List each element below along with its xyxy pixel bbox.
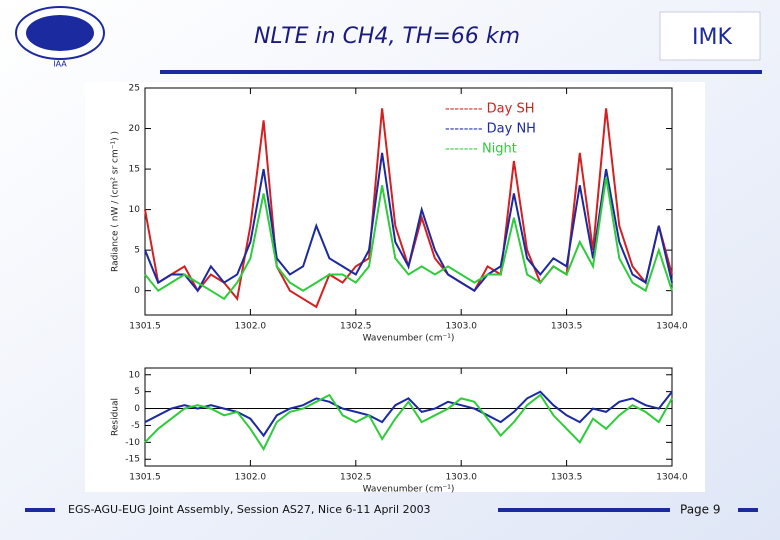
- plot-frame: [144, 87, 673, 316]
- x-tick-label: 1302.5: [340, 473, 372, 483]
- y-tick-label: 0: [134, 286, 140, 296]
- y-tick-label: -5: [131, 421, 140, 431]
- y-tick-label: -10: [125, 438, 140, 448]
- footer-rule: [25, 508, 55, 512]
- x-tick-label: 1301.5: [129, 322, 161, 332]
- x-tick-label: 1304.0: [656, 473, 688, 483]
- x-tick-label: 1304.0: [656, 322, 688, 332]
- legend-entry: -------- Day NH: [445, 122, 536, 137]
- series-line: [144, 177, 673, 301]
- logo-text: IMK: [692, 25, 732, 50]
- legend-entry: -------- Day SH: [445, 102, 535, 117]
- footer-text: EGS-AGU-EUG Joint Assembly, Session AS27…: [68, 503, 431, 516]
- x-tick-label: 1303.5: [551, 322, 583, 332]
- logo-center: [26, 15, 94, 51]
- page-number: Page 9: [680, 503, 721, 517]
- y-axis-label: Radiance ( nW / (cm² sr cm⁻¹) ): [111, 131, 121, 272]
- x-axis-label: Wavenumber (cm⁻¹): [363, 334, 455, 344]
- y-tick-label: 5: [134, 387, 140, 397]
- x-tick-label: 1301.5: [129, 473, 161, 483]
- y-tick-label: 25: [129, 84, 140, 94]
- legend-entry: ------- Night: [445, 142, 517, 157]
- logo-text: IAA: [53, 60, 67, 69]
- logo-left: IAA: [15, 6, 105, 69]
- y-tick-label: 10: [129, 205, 141, 215]
- logo-right: IMK: [659, 11, 761, 61]
- plot-frame: [144, 367, 673, 467]
- y-tick-label: 5: [134, 246, 140, 256]
- y-tick-label: 20: [129, 124, 141, 134]
- series-line: [144, 393, 673, 452]
- logo-box: [659, 11, 761, 61]
- slide-title: NLTE in CH4, TH=66 km: [254, 24, 520, 49]
- series-line: [144, 390, 673, 438]
- y-tick-label: 15: [129, 165, 140, 175]
- footer-rule: [738, 508, 758, 512]
- y-tick-label: -15: [125, 455, 140, 465]
- x-tick-label: 1303.0: [445, 473, 477, 483]
- y-axis-label: Residual: [111, 398, 121, 436]
- header-rule: [160, 70, 762, 74]
- y-tick-label: 0: [134, 404, 140, 414]
- series-line: [144, 152, 673, 293]
- x-tick-label: 1303.0: [445, 322, 477, 332]
- y-tick-label: 10: [129, 370, 141, 380]
- x-tick-label: 1302.0: [235, 473, 267, 483]
- x-tick-label: 1302.5: [340, 322, 372, 332]
- x-tick-label: 1302.0: [235, 322, 267, 332]
- footer-rule: [498, 508, 670, 512]
- x-tick-label: 1303.5: [551, 473, 583, 483]
- x-axis-label: Wavenumber (cm⁻¹): [363, 485, 455, 495]
- figure-panel: [85, 82, 705, 492]
